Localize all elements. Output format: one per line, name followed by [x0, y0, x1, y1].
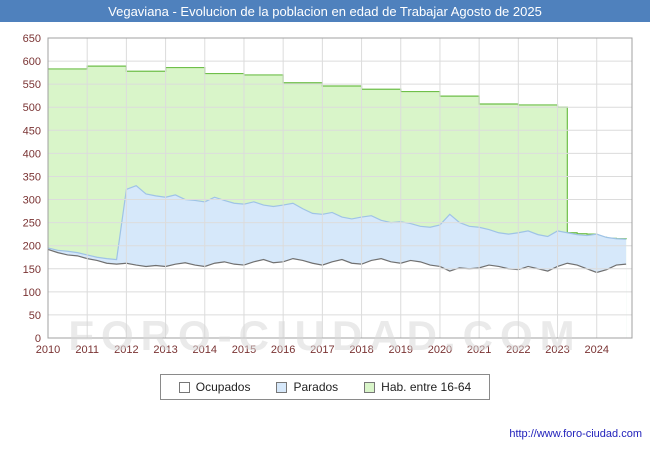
svg-text:50: 50 — [29, 310, 41, 322]
legend-label-ocupados: Ocupados — [195, 380, 251, 394]
title-bar: Vegaviana - Evolucion de la poblacion en… — [0, 0, 650, 22]
chart-title: Vegaviana - Evolucion de la poblacion en… — [108, 3, 542, 19]
svg-text:500: 500 — [23, 102, 41, 114]
svg-text:150: 150 — [23, 264, 41, 276]
svg-text:2013: 2013 — [153, 344, 177, 356]
svg-text:2019: 2019 — [389, 344, 413, 356]
svg-text:2024: 2024 — [584, 344, 608, 356]
svg-text:2017: 2017 — [310, 344, 334, 356]
footer-url-link[interactable]: http://www.foro-ciudad.com — [509, 428, 642, 440]
svg-text:550: 550 — [23, 79, 41, 91]
svg-text:2012: 2012 — [114, 344, 138, 356]
legend-item-ocupados: Ocupados — [178, 380, 251, 394]
svg-text:2014: 2014 — [193, 344, 217, 356]
legend-swatch-parados — [276, 381, 288, 393]
svg-text:400: 400 — [23, 148, 41, 160]
legend: Ocupados Parados Hab. entre 16-64 — [0, 374, 650, 400]
svg-text:2018: 2018 — [349, 344, 373, 356]
svg-text:2021: 2021 — [467, 344, 491, 356]
svg-text:2015: 2015 — [232, 344, 256, 356]
svg-text:2023: 2023 — [545, 344, 569, 356]
legend-label-parados: Parados — [293, 380, 339, 394]
svg-text:200: 200 — [23, 241, 41, 253]
chart-svg: 0 50 100 150 200 250 300 350 400 450 500 550 600 650 2… — [23, 33, 633, 356]
legend-label-hab-16-64: Hab. entre 16-64 — [381, 380, 472, 394]
svg-text:600: 600 — [23, 56, 41, 68]
svg-text:2010: 2010 — [36, 344, 60, 356]
svg-text:2020: 2020 — [428, 344, 452, 356]
legend-swatch-ocupados — [178, 381, 190, 393]
svg-text:300: 300 — [23, 195, 41, 207]
chart-area: 0 50 100 150 200 250 300 350 400 450 500 550 600 650 2… — [0, 22, 650, 362]
svg-text:0: 0 — [35, 333, 41, 345]
svg-text:100: 100 — [23, 287, 41, 299]
svg-text:650: 650 — [23, 33, 41, 45]
svg-text:2011: 2011 — [75, 344, 99, 356]
legend-item-parados: Parados — [276, 380, 338, 394]
svg-text:2016: 2016 — [271, 344, 295, 356]
svg-text:2022: 2022 — [506, 344, 530, 356]
legend-item-hab-16-64: Hab. entre 16-64 — [364, 380, 471, 394]
svg-text:350: 350 — [23, 171, 41, 183]
svg-text:450: 450 — [23, 125, 41, 137]
legend-box: Ocupados Parados Hab. entre 16-64 — [159, 374, 491, 400]
svg-text:250: 250 — [23, 218, 41, 230]
legend-swatch-hab-16-64 — [364, 381, 376, 393]
